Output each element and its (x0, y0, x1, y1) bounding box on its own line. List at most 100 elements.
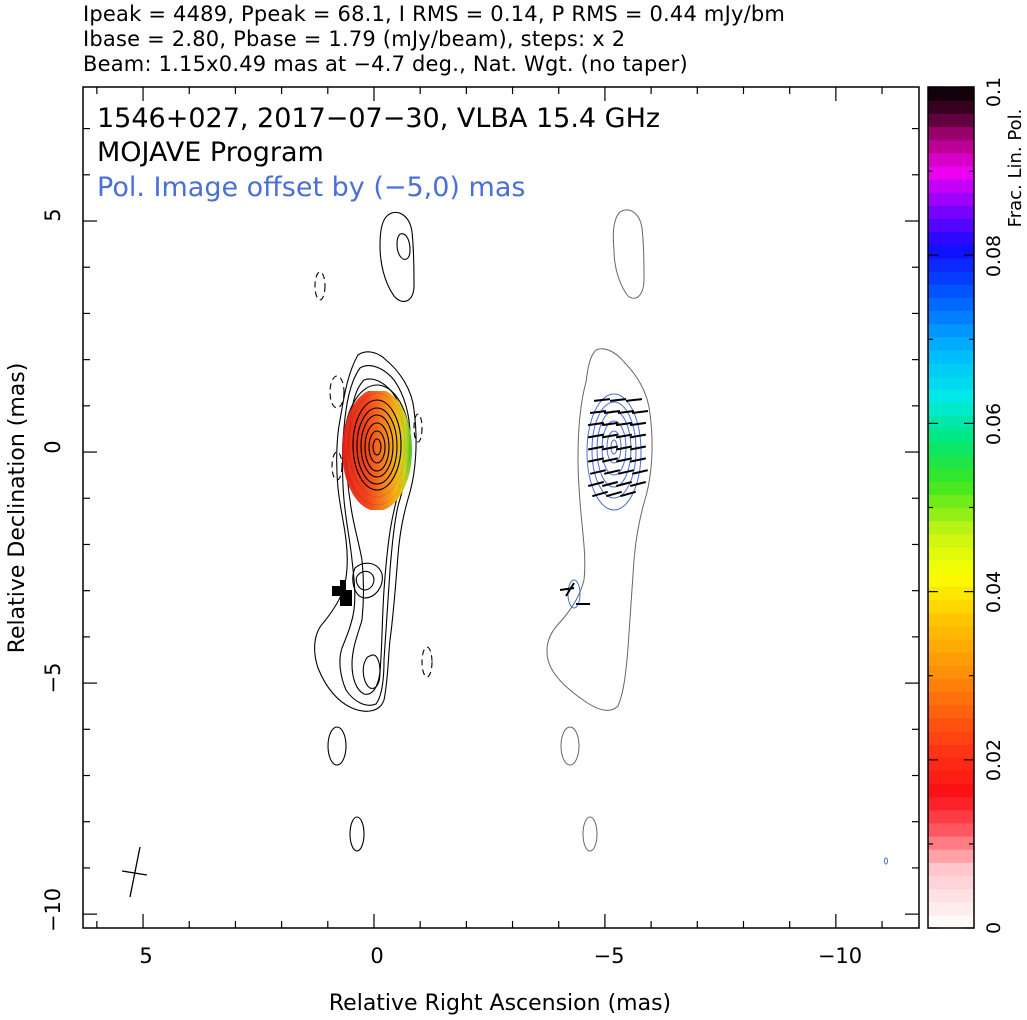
colorbar-band (928, 100, 974, 114)
colorbar-band (928, 914, 974, 929)
colorbar-band (928, 638, 974, 653)
header-line-1: Ipeak = 4489, Ppeak = 68.1, I RMS = 0.14… (83, 2, 786, 26)
colorbar-band (928, 428, 974, 443)
evpa-vector (616, 481, 632, 487)
evpa-vector (630, 481, 646, 487)
plot-header: Ipeak = 4489, Ppeak = 68.1, I RMS = 0.14… (83, 2, 1023, 77)
colorbar-band (928, 507, 974, 522)
colorbar-band (928, 297, 974, 311)
y-tick-label: 5 (41, 208, 65, 221)
stokes-i-contours (314, 211, 417, 852)
evpa-vector (587, 421, 605, 427)
colorbar-band (928, 678, 974, 693)
colorbar-band (928, 770, 974, 785)
colorbar-band (928, 875, 974, 890)
colorbar-band (928, 612, 974, 627)
colorbar-band (928, 336, 974, 351)
header-line-2: Ibase = 2.80, Pbase = 1.79 (mJy/beam), s… (83, 27, 626, 51)
colorbar-label: Frac. Lin. Pol. (1005, 109, 1026, 228)
evpa-vector (606, 490, 622, 498)
colorbar-band (928, 796, 974, 811)
colorbar-band (928, 822, 974, 837)
negative-contours (314, 271, 433, 678)
colorbar-band (928, 349, 974, 364)
colorbar-band (928, 573, 974, 587)
evpa-vector (615, 457, 633, 463)
x-axis-label: Relative Right Ascension (mas) (329, 991, 671, 1016)
colorbar-band (928, 586, 974, 601)
colorbar-tick-label: 0.08 (983, 235, 1005, 277)
x-tick-label: 5 (139, 944, 152, 968)
x-tick-label: −10 (818, 944, 862, 968)
evpa-vector (629, 421, 647, 427)
evpa-vector (603, 410, 621, 414)
colorbar-band (928, 362, 974, 377)
colorbar-band (928, 113, 974, 128)
evpa-vector (617, 469, 635, 475)
colorbar-band (928, 205, 974, 220)
evpa-vector (601, 433, 619, 439)
evpa-vector (602, 481, 618, 487)
colorbar-band (928, 625, 974, 640)
evpa-vector (615, 421, 633, 427)
colorbar-band (928, 757, 974, 771)
colorbar-band (928, 691, 974, 706)
colorbar-band (928, 809, 974, 824)
pol-offset-note: Pol. Image offset by (−5,0) mas (97, 172, 525, 203)
y-tick-label: 0 (41, 440, 65, 453)
evpa-vector (592, 490, 608, 498)
colorbar-band (928, 454, 974, 469)
colorbar-band (928, 533, 974, 548)
colorbar-tick-label: 0.1 (983, 77, 1005, 107)
colorbar-band (928, 192, 974, 206)
evpa-vector (588, 481, 604, 487)
colorbar-band (928, 481, 974, 495)
colorbar-band (928, 494, 974, 509)
colorbar-band (928, 783, 974, 798)
plot-frame (82, 86, 920, 929)
colorbar-band (928, 152, 974, 167)
axis-ticks (83, 87, 919, 928)
source-title: 1546+027, 2017−07−30, VLBA 15.4 GHz (97, 103, 660, 134)
colorbar-tick-label: 0 (983, 922, 1005, 934)
colorbar-tick-label: 0.06 (983, 403, 1005, 445)
colorbar-band (928, 744, 974, 758)
evpa-vector (601, 421, 619, 427)
colorbar (928, 87, 974, 929)
colorbar-band (928, 284, 974, 298)
colorbar-band (928, 402, 974, 417)
program-label: MOJAVE Program (97, 137, 324, 168)
colorbar-tick-label: 0.04 (983, 571, 1005, 613)
evpa-vector (603, 469, 621, 475)
colorbar-band (928, 849, 974, 863)
colorbar-band (928, 599, 974, 614)
evpa-vector (589, 410, 607, 414)
colorbar-band (928, 310, 974, 325)
colorbar-band (928, 441, 974, 456)
evpa-vector (615, 433, 633, 439)
colorbar-band (928, 520, 974, 535)
beam-marker (121, 846, 148, 898)
colorbar-band (928, 270, 974, 285)
colorbar-band (928, 87, 974, 101)
colorbar-band (928, 415, 974, 430)
x-tick-label: −5 (594, 944, 625, 968)
evpa-vector (617, 410, 635, 414)
colorbar-band (928, 218, 974, 233)
y-tick-label: −10 (41, 888, 65, 932)
colorbar-band (928, 126, 974, 141)
colorbar-band (928, 560, 974, 574)
core-fractional-pol-map (332, 391, 412, 606)
colorbar-band (928, 717, 974, 732)
colorbar-band (928, 231, 974, 246)
colorbar-band (928, 178, 974, 193)
evpa-vector (625, 398, 643, 402)
colorbar-band (928, 165, 974, 180)
evpa-vector (629, 433, 647, 439)
evpa-vectors (559, 398, 649, 605)
colorbar-band (928, 836, 974, 850)
colorbar-band (928, 862, 974, 877)
colorbar-band (928, 652, 974, 666)
evpa-vector (589, 469, 607, 475)
